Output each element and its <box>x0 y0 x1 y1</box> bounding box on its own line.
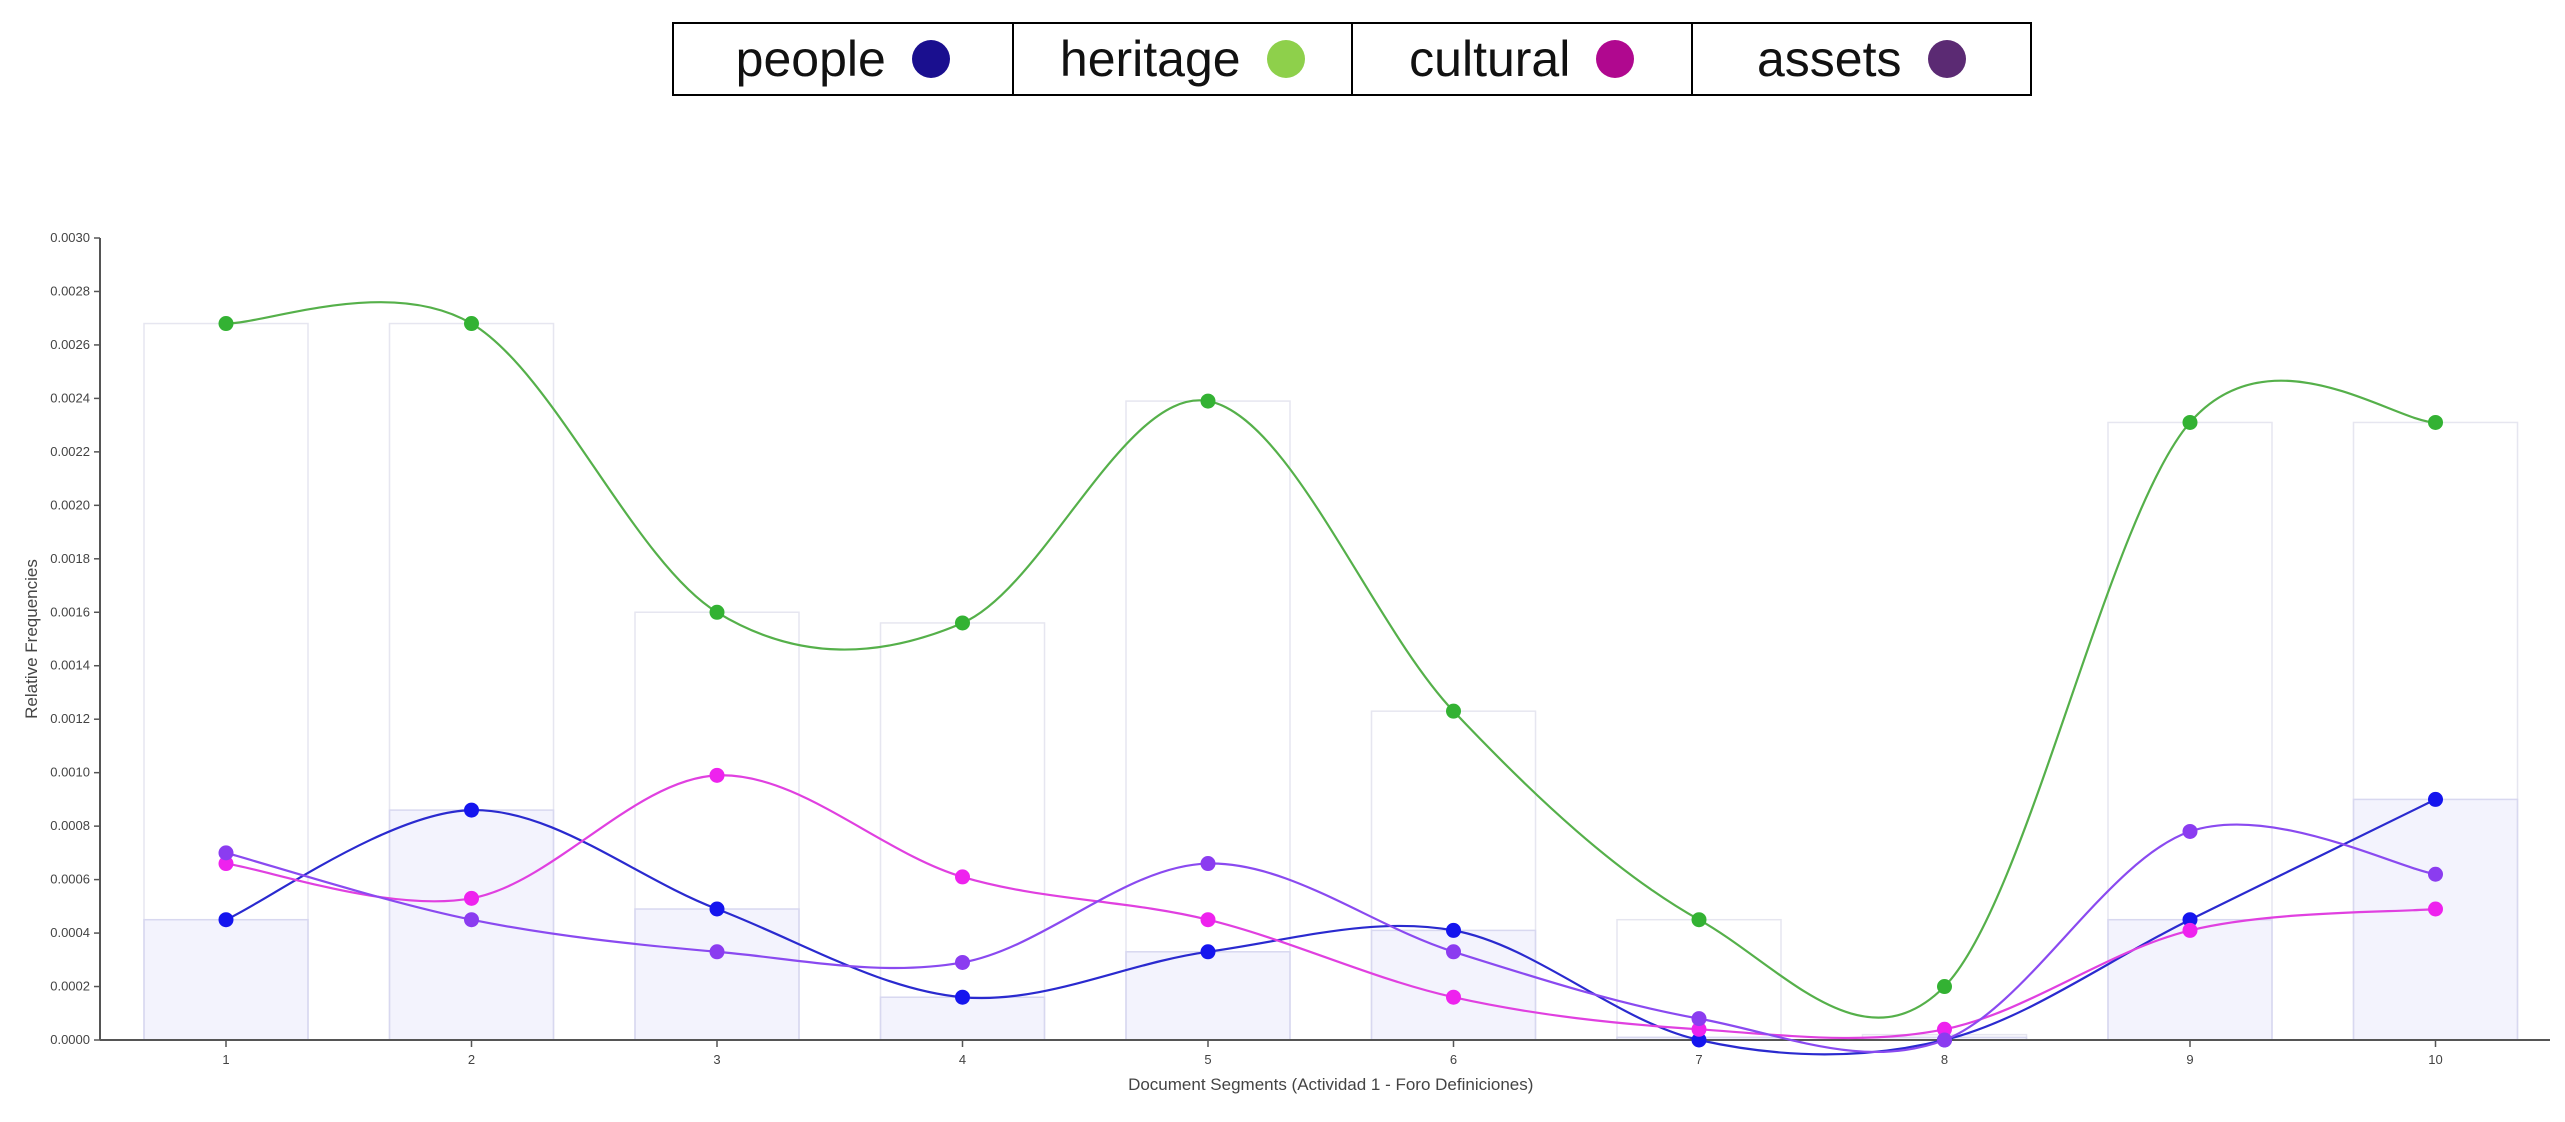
y-tick-label: 0.0020 <box>50 497 90 512</box>
point-heritage <box>709 604 725 620</box>
point-people <box>1446 922 1461 938</box>
point-assets <box>2182 823 2198 839</box>
x-tick-label: 6 <box>1450 1052 1457 1067</box>
x-tick-label: 3 <box>713 1052 720 1067</box>
point-cultural <box>1937 1021 1952 1037</box>
point-heritage <box>1200 393 1216 409</box>
x-tick-label: 8 <box>1941 1052 1948 1067</box>
legend-label: assets <box>1756 31 1902 87</box>
x-tick-label: 1 <box>222 1052 229 1067</box>
legend-swatch <box>1596 40 1635 78</box>
series-line-heritage <box>225 301 2436 1019</box>
point-assets <box>1446 944 1461 960</box>
bar-heritage <box>1125 400 1291 1041</box>
point-cultural <box>955 869 970 885</box>
x-tick-label: 10 <box>2428 1052 2442 1067</box>
legend-swatch <box>1927 40 1966 78</box>
y-tick-label: 0.0006 <box>50 872 90 887</box>
point-people <box>2182 912 2198 928</box>
legend-item-assets: assets <box>1693 24 2031 94</box>
y-tick-label: 0.0030 <box>50 230 90 245</box>
bar-people <box>2352 798 2519 1041</box>
point-people <box>464 802 479 818</box>
y-tick-label: 0.0028 <box>50 283 90 298</box>
point-cultural <box>1200 912 1216 928</box>
legend-label: heritage <box>1059 31 1241 87</box>
y-tick-label: 0.0018 <box>50 551 90 566</box>
point-assets <box>464 912 479 928</box>
legend-swatch <box>1266 40 1305 78</box>
point-people <box>955 989 970 1005</box>
point-people <box>709 901 725 917</box>
point-cultural <box>2182 922 2198 938</box>
point-assets <box>1200 856 1216 872</box>
x-tick-label: 2 <box>468 1052 475 1067</box>
point-assets <box>709 944 725 960</box>
x-tick-label: 7 <box>1695 1052 1702 1067</box>
point-cultural <box>218 856 234 872</box>
y-tick-label: 0.0002 <box>50 979 90 994</box>
point-assets <box>1937 1032 1952 1048</box>
point-assets <box>955 954 970 970</box>
series-line-people <box>225 798 2436 1056</box>
point-heritage <box>2182 414 2198 430</box>
legend-swatch <box>911 40 950 78</box>
y-tick-label: 0.0014 <box>50 658 90 673</box>
legend-item-cultural: cultural <box>1353 24 1693 94</box>
series-line-cultural <box>225 774 2436 1040</box>
y-tick-label: 0.0024 <box>50 390 90 405</box>
point-people <box>2428 791 2443 807</box>
legend: people heritage cultural assets <box>672 22 2032 96</box>
y-tick-label: 0.0022 <box>50 444 90 459</box>
y-tick-label: 0.0010 <box>50 765 90 780</box>
x-tick-label: 4 <box>959 1052 966 1067</box>
x-tick-label: 5 <box>1204 1052 1211 1067</box>
point-people <box>1691 1032 1707 1048</box>
legend-item-heritage: heritage <box>1014 24 1353 94</box>
y-tick-label: 0.0004 <box>50 925 90 940</box>
point-heritage <box>1937 979 1952 995</box>
y-tick-label: 0.0012 <box>50 711 90 726</box>
legend-item-people: people <box>674 24 1014 94</box>
point-heritage <box>2428 414 2443 430</box>
point-people <box>1200 944 1216 960</box>
point-heritage <box>218 316 234 332</box>
y-tick-label: 0.0016 <box>50 604 90 619</box>
y-tick-label: 0.0026 <box>50 337 90 352</box>
point-cultural <box>1691 1021 1707 1037</box>
y-tick-label: 0.0008 <box>50 818 90 833</box>
y-tick-label: 0.0000 <box>50 1032 90 1047</box>
point-cultural <box>1446 989 1461 1005</box>
point-cultural <box>709 767 725 783</box>
x-axis-title: Document Segments (Actividad 1 - Foro De… <box>1128 1075 1533 1094</box>
point-heritage <box>955 615 970 631</box>
bar-people <box>634 908 800 1041</box>
point-assets <box>218 845 234 861</box>
bar-heritage <box>879 622 1046 1041</box>
x-tick-label: 9 <box>2186 1052 2193 1067</box>
point-assets <box>2428 866 2443 882</box>
point-assets <box>1691 1011 1707 1027</box>
bar-people <box>1125 951 1291 1041</box>
point-heritage <box>1691 912 1707 928</box>
point-cultural <box>2428 901 2443 917</box>
point-cultural <box>464 890 479 906</box>
y-axis-title: Relative Frequencies <box>22 559 41 719</box>
legend-label: cultural <box>1409 31 1571 87</box>
bar-people <box>143 918 309 1041</box>
point-heritage <box>464 316 479 332</box>
legend-label: people <box>735 31 886 87</box>
series-line-assets <box>225 823 2436 1054</box>
point-people <box>218 912 234 928</box>
point-heritage <box>1446 703 1461 719</box>
